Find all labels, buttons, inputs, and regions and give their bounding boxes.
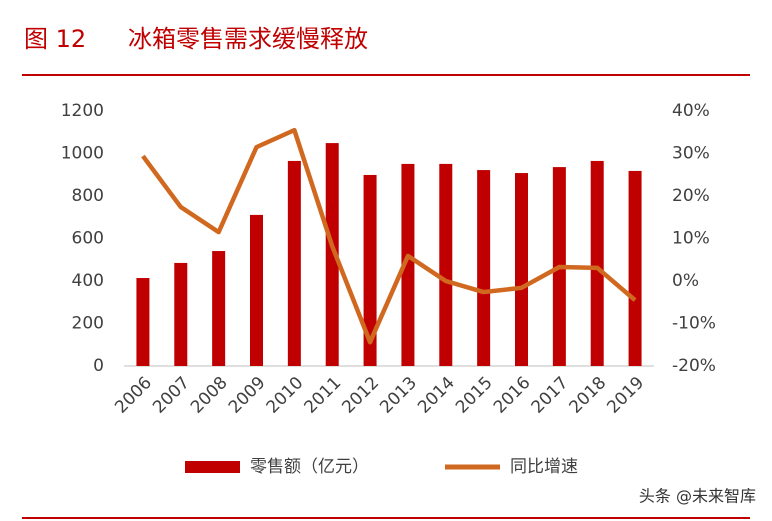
- watermark: 头条 @未来智库: [639, 487, 756, 506]
- bar: [325, 143, 339, 366]
- y2-tick-label: -20%: [672, 356, 716, 376]
- x-tick-label: 2008: [187, 373, 232, 418]
- x-tick-label: 2011: [301, 373, 346, 418]
- chart-title: 冰箱零售需求缓慢释放: [128, 25, 368, 53]
- line: [141, 127, 637, 345]
- x-tick-label: 2015: [452, 373, 497, 418]
- bar: [136, 278, 150, 366]
- x-tick-label: 2012: [338, 373, 383, 418]
- y-tick-label: 1000: [61, 144, 104, 164]
- y2-tick-label: 0%: [672, 271, 699, 291]
- bar: [250, 214, 263, 366]
- y2-tick-label: 10%: [672, 229, 710, 249]
- y-tick-label: 400: [72, 271, 104, 291]
- x-tick-label: 2018: [566, 373, 611, 418]
- bar: [363, 174, 377, 366]
- x-tick-label: 2007: [149, 373, 194, 418]
- x-tick-label: 2019: [603, 373, 648, 418]
- x-tick-label: 2009: [225, 373, 270, 418]
- x-tick-label: 2006: [111, 373, 156, 418]
- y-tick-label: 600: [72, 229, 104, 249]
- legend-label: 零售额（亿元）: [250, 457, 369, 477]
- x-tick-label: 2017: [528, 373, 573, 418]
- legend-label: 同比增速: [510, 457, 578, 477]
- y2-tick-label: 20%: [672, 186, 710, 206]
- bar: [212, 251, 226, 366]
- y2-tick-label: -10%: [672, 314, 716, 334]
- bar: [628, 170, 642, 366]
- bar: [477, 170, 491, 366]
- y-tick-label: 1200: [61, 101, 104, 121]
- x-tick-label: 2014: [414, 373, 459, 418]
- legend-swatch: [185, 461, 240, 473]
- bar: [287, 160, 301, 366]
- x-tick-label: 2016: [490, 373, 535, 418]
- bar: [439, 163, 453, 366]
- y2-tick-label: 30%: [672, 144, 710, 164]
- x-tick-label: 2010: [263, 373, 308, 418]
- bar: [590, 160, 604, 366]
- y-tick-label: 200: [72, 314, 104, 334]
- y-tick-label: 800: [72, 186, 104, 206]
- x-tick-label: 2013: [376, 373, 421, 418]
- bar: [515, 173, 528, 366]
- y-tick-label: 0: [93, 356, 104, 376]
- bar: [401, 163, 415, 366]
- figure-number: 图 12: [24, 25, 86, 53]
- y2-tick-label: 40%: [672, 101, 710, 121]
- bar: [174, 262, 188, 366]
